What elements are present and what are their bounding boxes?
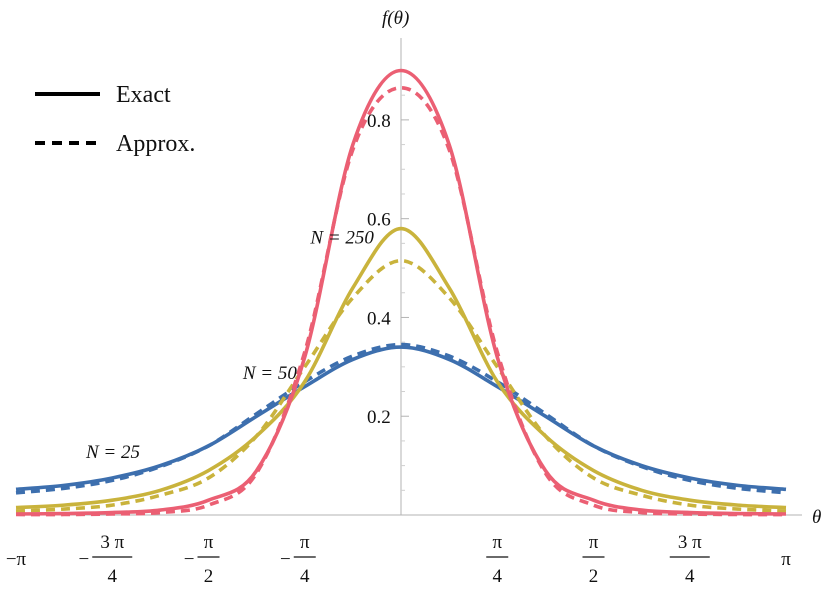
x-tick-numerator: 3 π: [678, 532, 702, 553]
y-tick-label: 0.4: [367, 308, 391, 329]
series-label: N = 250: [309, 227, 374, 248]
x-tick-denominator: 2: [589, 566, 599, 587]
x-tick-fraction: π2: [582, 532, 605, 587]
series-line-50-solid: [15, 226, 787, 510]
series-line-250-solid: [15, 68, 787, 516]
series-lines: [15, 68, 787, 517]
y-tick-label: 0.2: [367, 407, 391, 428]
x-tick-fraction: π 4−: [280, 532, 316, 587]
series-label: N = 25: [85, 442, 140, 463]
x-tick-fraction: 3 π 4: [669, 532, 710, 587]
x-tick-fraction: π4: [486, 532, 509, 587]
series-label: N = 50: [242, 363, 297, 384]
x-tick-denominator: 4: [300, 566, 310, 587]
x-tick-denominator: 4: [685, 566, 695, 587]
series-line-250-dashed: [15, 85, 787, 517]
series-labels: N = 25 N = 50 N = 250: [85, 227, 374, 463]
x-tick-sign: −: [79, 549, 90, 570]
legend-label-approx: Approx.: [116, 131, 195, 157]
x-tick-numerator: π: [300, 532, 310, 553]
x-tick-numerator: 3 π: [100, 532, 124, 553]
x-tick-denominator: 4: [493, 566, 503, 587]
y-tick-label: 0.6: [367, 210, 391, 231]
legend-label-exact: Exact: [116, 82, 171, 108]
series-line-25-dashed: [15, 342, 787, 495]
x-tick-fraction: 3 π 4−: [79, 532, 133, 587]
y-axis-title: f(θ): [382, 8, 409, 29]
x-tick-denominator: 2: [204, 566, 214, 587]
x-tick-label: −π: [6, 549, 27, 570]
y-tick-label: 0.8: [367, 111, 391, 132]
x-tick-sign: −: [280, 549, 291, 570]
y-minor-ticks: [401, 94, 409, 491]
legend: Exact Approx.: [35, 82, 195, 157]
x-axis-title: θ: [812, 507, 821, 528]
x-tick-denominator: 4: [108, 566, 118, 587]
series-line-50-dashed: [15, 258, 787, 513]
x-tick-sign: −: [184, 549, 195, 570]
x-tick-numerator: π: [204, 532, 214, 553]
x-tick-fraction: π 2−: [184, 532, 220, 587]
x-tick-numerator: π: [492, 532, 502, 553]
x-tick-numerator: π: [589, 532, 599, 553]
x-tick-label: π: [781, 549, 791, 570]
